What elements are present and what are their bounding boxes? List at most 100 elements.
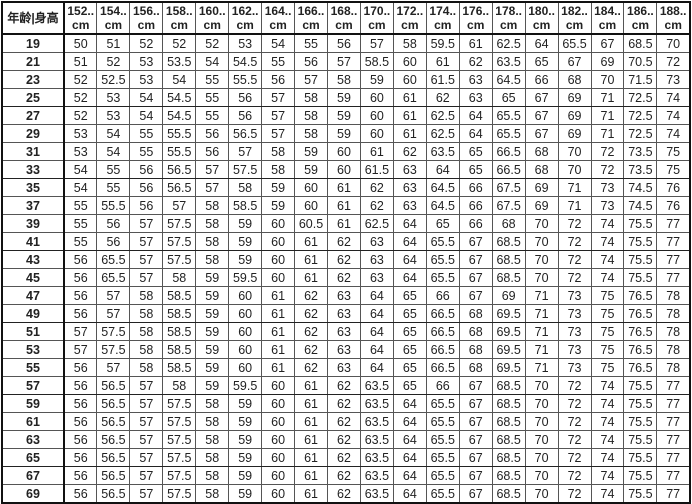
size-cell: 64 (392, 250, 427, 269)
size-cell: 70 (524, 412, 559, 431)
size-cell: 58 (195, 466, 230, 485)
size-cell: 69.5 (491, 358, 526, 377)
size-cell: 59 (195, 376, 230, 395)
size-cell: 68 (524, 160, 559, 179)
size-cell: 76 (656, 178, 691, 197)
size-cell: 69 (557, 88, 592, 107)
size-cell: 63 (392, 178, 427, 197)
size-cell: 64 (392, 430, 427, 449)
height-value: 170.. (363, 4, 391, 18)
size-cell: 56.5 (96, 412, 131, 431)
size-cell: 58 (195, 430, 230, 449)
size-cell: 61 (327, 178, 361, 197)
size-cell: 66.5 (425, 340, 460, 359)
age-cell: 35 (1, 178, 65, 197)
size-cell: 63 (392, 160, 427, 179)
size-cell: 62 (294, 286, 328, 305)
size-cell: 54 (96, 124, 131, 143)
size-cell: 63 (458, 70, 493, 89)
size-cell: 59 (228, 430, 263, 449)
size-cell: 54.5 (162, 106, 197, 125)
size-cell: 59.5 (425, 33, 460, 53)
size-cell: 57 (129, 394, 164, 413)
size-cell: 58 (195, 448, 230, 467)
size-cell: 75.5 (623, 394, 658, 413)
size-cell: 71 (590, 88, 625, 107)
size-cell: 58 (195, 484, 230, 504)
height-unit: cm (170, 18, 188, 32)
size-cell: 58 (195, 196, 230, 215)
size-cell: 69.5 (491, 340, 526, 359)
size-cell: 55 (129, 142, 164, 161)
table-row: 59 56 56.5 57 57.5 58 59 60 61 62 63.5 64 65.5 67 68.5… (1, 394, 691, 413)
size-cell: 57 (96, 286, 131, 305)
height-unit: cm (104, 18, 123, 32)
size-cell: 69 (557, 106, 592, 125)
size-cell: 64 (359, 286, 394, 305)
age-cell: 47 (1, 286, 65, 305)
height-value: 174.. (429, 4, 457, 18)
height-column-header: 170.. cm (359, 1, 394, 35)
size-cell: 66.5 (491, 160, 526, 179)
size-cell: 71 (524, 322, 559, 341)
size-cell: 74.5 (623, 178, 658, 197)
height-column-header: 172.. cm (392, 1, 427, 35)
size-cell: 62 (294, 340, 328, 359)
size-cell: 65 (458, 160, 493, 179)
corner-header: 年龄|身高 (1, 1, 65, 35)
size-cell: 61 (261, 322, 296, 341)
size-cell: 53 (63, 124, 98, 143)
size-cell: 68.5 (491, 394, 526, 413)
size-cell: 59 (228, 466, 263, 485)
size-cell: 74 (590, 466, 625, 485)
age-cell: 21 (1, 52, 65, 71)
size-cell: 59 (195, 340, 230, 359)
size-cell: 61 (327, 214, 361, 233)
size-cell: 63 (359, 268, 394, 287)
height-unit: cm (467, 18, 485, 32)
size-cell: 62 (294, 322, 328, 341)
height-column-header: 160.. cm (195, 1, 230, 35)
table-row: 21 51 52 53 53.5 54 54.5 55 56 57 58.5 60 61 62 63.5 65… (1, 52, 691, 71)
size-cell: 61 (294, 376, 328, 395)
height-value: 152.. (67, 4, 95, 18)
size-cell: 73 (557, 304, 592, 323)
height-unit: cm (137, 18, 156, 32)
size-cell: 66 (458, 178, 493, 197)
height-column-header: 168.. cm (327, 1, 361, 35)
size-cell: 67 (590, 33, 625, 53)
size-cell: 65.5 (425, 268, 460, 287)
size-cell: 62 (425, 88, 460, 107)
size-cell: 73.5 (623, 160, 658, 179)
height-unit: cm (203, 18, 221, 32)
size-cell: 65 (491, 88, 526, 107)
size-cell: 57.5 (96, 340, 131, 359)
size-cell: 67 (458, 466, 493, 485)
size-cell: 74 (590, 448, 625, 467)
size-cell: 65.5 (425, 448, 460, 467)
size-cell: 60 (359, 88, 394, 107)
size-cell: 71 (557, 178, 592, 197)
size-cell: 75.5 (623, 412, 658, 431)
size-cell: 65 (392, 340, 427, 359)
size-cell: 57 (195, 160, 230, 179)
size-cell: 59 (359, 70, 394, 89)
height-value: 156.. (132, 4, 160, 18)
size-cell: 59 (261, 178, 296, 197)
table-row: 55 56 57 58 58.5 59 60 61 62 63 64 65 66.5 68 69.5 71 73… (1, 358, 691, 377)
size-cell: 77 (656, 394, 691, 413)
size-cell: 57 (96, 358, 131, 377)
height-column-header: 176.. cm (458, 1, 493, 35)
size-cell: 65.5 (425, 250, 460, 269)
size-cell: 58 (294, 106, 328, 125)
size-cell: 65 (392, 358, 427, 377)
size-cell: 74 (590, 250, 625, 269)
age-cell: 43 (1, 250, 65, 269)
size-cell: 56 (327, 33, 361, 53)
size-cell: 72 (557, 412, 592, 431)
size-cell: 72 (557, 448, 592, 467)
size-cell: 56 (63, 394, 98, 413)
height-value: 184.. (594, 4, 621, 18)
age-cell: 23 (1, 70, 65, 89)
size-cell: 57 (261, 124, 296, 143)
